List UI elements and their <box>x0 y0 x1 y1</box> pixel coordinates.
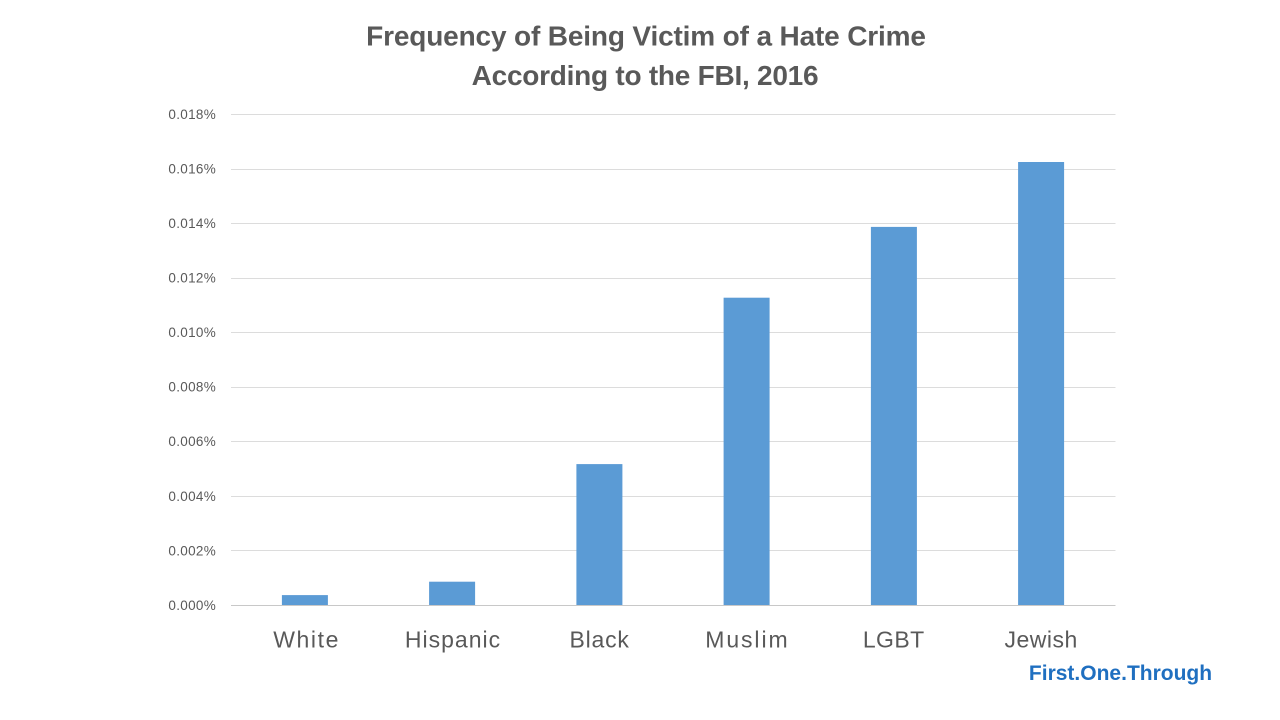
svg-text:0.000%: 0.000% <box>168 598 216 613</box>
svg-text:0.002%: 0.002% <box>168 543 216 558</box>
svg-text:White: White <box>273 627 340 653</box>
svg-text:Frequency of Being Victim of a: Frequency of Being Victim of a Hate Crim… <box>366 21 926 52</box>
svg-text:Hispanic: Hispanic <box>405 627 501 653</box>
svg-text:0.018%: 0.018% <box>168 107 216 122</box>
svg-text:LGBT: LGBT <box>863 627 925 653</box>
svg-text:0.004%: 0.004% <box>168 489 216 504</box>
svg-text:According to the FBI, 2016: According to the FBI, 2016 <box>472 60 819 91</box>
svg-text:Jewish: Jewish <box>1004 627 1077 653</box>
svg-text:0.008%: 0.008% <box>168 380 216 395</box>
svg-text:First.One.Through: First.One.Through <box>1029 662 1212 685</box>
svg-text:0.012%: 0.012% <box>168 271 216 286</box>
svg-text:Muslim: Muslim <box>705 627 789 653</box>
svg-text:0.010%: 0.010% <box>168 325 216 340</box>
svg-text:0.016%: 0.016% <box>168 162 216 177</box>
svg-text:0.014%: 0.014% <box>168 216 216 231</box>
svg-text:Black: Black <box>569 627 629 653</box>
svg-text:0.006%: 0.006% <box>168 434 216 449</box>
